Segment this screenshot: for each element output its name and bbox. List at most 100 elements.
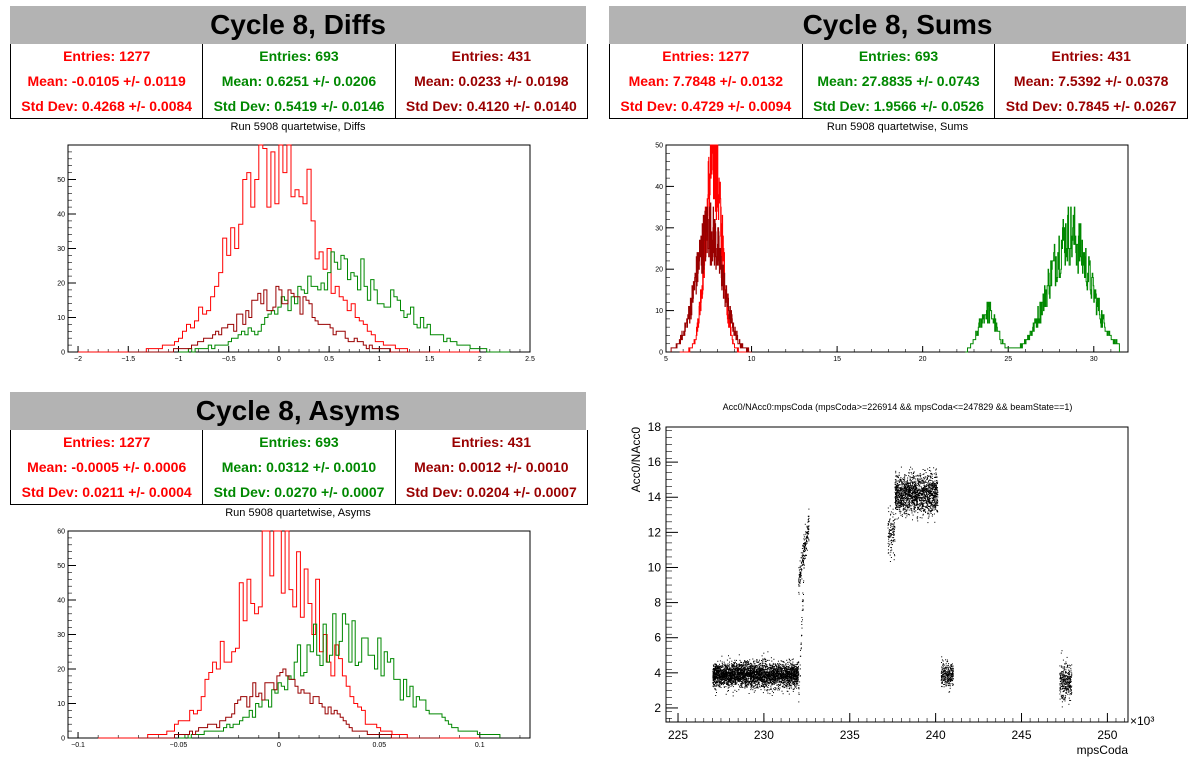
scatter-point	[744, 679, 746, 681]
scatter-point	[803, 547, 805, 549]
scatter-point	[750, 678, 752, 680]
scatter-point	[800, 648, 802, 650]
scatter-point	[759, 663, 761, 665]
scatter-point	[803, 559, 805, 561]
scatter-point	[740, 675, 742, 676]
scatter-point	[932, 507, 934, 509]
scatter-point	[745, 662, 747, 664]
scatter-point	[751, 685, 752, 687]
scatter-point	[918, 480, 920, 482]
scatter-point	[742, 676, 744, 678]
scatter-point	[720, 681, 722, 683]
scatter-point	[725, 673, 727, 675]
scatter-point	[731, 670, 733, 672]
scatter-point	[719, 683, 721, 685]
scatter-point	[764, 665, 766, 667]
y-tick-label: 20	[57, 667, 65, 674]
stat-std: Std Dev: 0.0204 +/- 0.0007	[405, 483, 577, 500]
scatter-point	[790, 668, 792, 670]
scatter-point	[749, 677, 751, 679]
scatter-point	[768, 674, 770, 676]
scatter-point	[723, 674, 725, 676]
scatter-point	[768, 676, 770, 677]
scatter-point	[764, 667, 766, 669]
scatter-point	[930, 483, 932, 485]
scatter-point	[792, 667, 794, 669]
scatter-point	[902, 489, 904, 490]
scatter-point	[894, 502, 896, 503]
scatter-point	[721, 679, 723, 681]
scatter-point	[802, 553, 804, 555]
scatter-point	[892, 508, 894, 510]
scatter-point	[766, 671, 768, 673]
scatter-point	[765, 675, 767, 677]
scatter-point	[795, 675, 797, 677]
scatter-point	[937, 496, 939, 498]
scatter-point	[788, 669, 790, 671]
scatter-point	[739, 659, 741, 661]
scatter-point	[788, 667, 790, 669]
scatter-point	[796, 675, 798, 677]
scatter-point	[794, 666, 796, 667]
scatter-point	[797, 674, 799, 676]
scatter-point	[745, 666, 747, 668]
scatter-point	[718, 669, 720, 671]
scatter-point	[777, 680, 779, 682]
scatter-point	[894, 484, 896, 485]
scatter-point	[770, 672, 771, 674]
scatter-point	[741, 684, 743, 686]
scatter-point	[802, 619, 803, 621]
scatter-point	[928, 494, 930, 496]
scatter-point	[746, 674, 748, 676]
scatter-point	[764, 661, 766, 662]
scatter-point	[771, 660, 773, 662]
scatter-point	[782, 682, 784, 684]
scatter-point	[900, 466, 902, 468]
scatter-point	[751, 669, 753, 671]
scatter-point	[729, 668, 730, 670]
scatter-point	[721, 678, 723, 680]
scatter-point	[784, 666, 785, 668]
scatter-point	[719, 669, 721, 671]
scatter-point	[893, 539, 895, 541]
scatter-point	[730, 685, 732, 687]
scatter-point	[782, 671, 784, 673]
x-tick-label: 0.1	[475, 742, 485, 749]
scatter-point	[757, 677, 759, 679]
scatter-point	[714, 681, 716, 683]
scatter-point	[934, 482, 936, 484]
scatter-point	[715, 682, 717, 684]
scatter-point	[719, 677, 721, 679]
scatter-point	[894, 555, 896, 557]
scatter-point	[800, 649, 801, 651]
scatter-point	[719, 660, 721, 662]
scatter-point	[753, 682, 755, 684]
scatter-point	[929, 467, 931, 469]
scatter-point	[889, 554, 891, 556]
scatter-point	[765, 667, 767, 669]
scatter-point	[895, 489, 897, 490]
scatter-point	[908, 495, 910, 497]
scatter-point	[769, 667, 771, 668]
y-tick-label: 50	[57, 177, 65, 184]
scatter-point	[891, 528, 893, 530]
scatter-point	[731, 677, 733, 679]
scatter-point	[899, 490, 901, 492]
scatter-point	[797, 683, 799, 685]
scatter-point	[741, 662, 743, 663]
scatter-point	[769, 679, 771, 681]
scatter-point	[724, 676, 726, 678]
scatter-point	[728, 669, 730, 671]
scatter-point	[741, 673, 743, 675]
scatter-point	[746, 664, 748, 666]
scatter-point	[766, 668, 767, 670]
scatter-point	[744, 669, 746, 670]
scatter-point	[770, 664, 772, 666]
scatter-point	[803, 544, 805, 546]
scatter-point	[729, 657, 731, 659]
scatter-point	[732, 681, 734, 683]
scatter-point	[766, 664, 768, 666]
scatter-point	[775, 673, 777, 675]
scatter-point	[727, 664, 728, 666]
scatter-point	[713, 679, 715, 681]
